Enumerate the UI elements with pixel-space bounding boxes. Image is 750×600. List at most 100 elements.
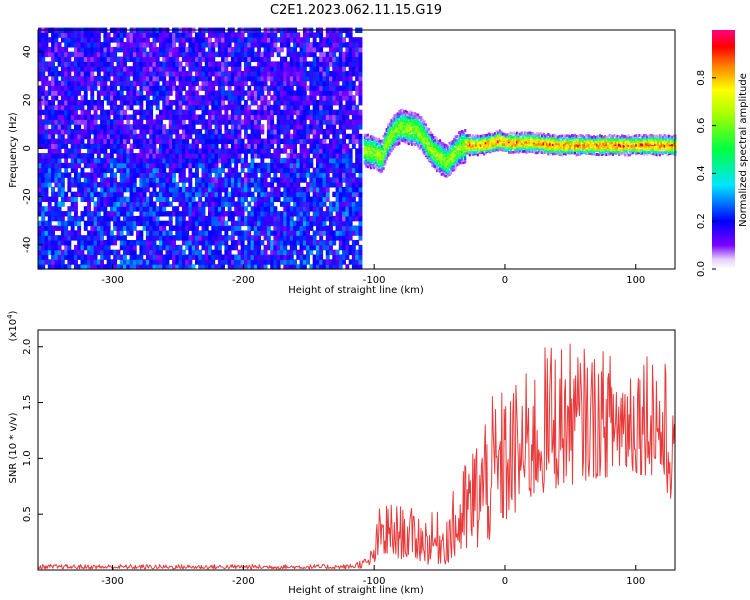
- spectrogram-cell: [136, 153, 140, 159]
- spectrogram-cell: [57, 259, 62, 265]
- spectrogram-cell: [51, 56, 55, 62]
- spectrogram-cell: [260, 85, 265, 91]
- spectrogram-cell: [391, 126, 395, 130]
- spectrogram-cell: [244, 133, 248, 140]
- spectrogram-cell: [302, 114, 307, 120]
- spectrogram-cell: [351, 259, 356, 265]
- spectrogram-cell: [306, 230, 310, 236]
- spectrogram-cell: [38, 206, 42, 212]
- spectrogram-cell: [358, 225, 363, 231]
- spectrogram-cell: [253, 109, 258, 116]
- spectrogram-cell: [168, 85, 173, 91]
- spectrogram-cell: [385, 154, 388, 158]
- spectrogram-cell: [348, 56, 353, 62]
- spectrogram-cell: [188, 51, 193, 58]
- spectrogram-cell: [64, 75, 69, 82]
- spectrogram-cell: [168, 71, 173, 77]
- spectrogram-cell: [132, 46, 137, 53]
- spectrogram-cell: [309, 143, 314, 149]
- spectrogram-cell: [335, 249, 340, 256]
- spectrogram-cell: [351, 143, 356, 149]
- spectrogram-cell: [217, 264, 222, 270]
- spectrogram-cell: [391, 137, 395, 140]
- spectrogram-cell: [54, 119, 59, 125]
- spectrogram-cell: [185, 75, 190, 82]
- spectrogram-cell: [80, 235, 85, 241]
- spectrogram-cell: [67, 119, 72, 125]
- spectrogram-cell: [280, 75, 284, 82]
- spectrogram-cell: [201, 177, 206, 183]
- spectrogram-cell: [175, 186, 180, 193]
- spectrogram-cell: [149, 90, 154, 96]
- spectrogram-cell: [379, 168, 382, 172]
- spectrogram-cell: [393, 132, 396, 136]
- spectrogram-cell: [175, 66, 180, 72]
- spectrogram-cell: [149, 61, 154, 67]
- spectrogram-cell: [80, 61, 85, 67]
- spectrogram-cell: [132, 191, 137, 198]
- spectrogram-cell: [145, 186, 150, 193]
- spectrogram-cell: [165, 56, 170, 62]
- spectrogram-cell: [342, 215, 346, 222]
- spectrogram-cell: [90, 244, 95, 251]
- spectrogram-cell: [204, 133, 209, 140]
- spectrogram-cell: [374, 137, 377, 141]
- spectrogram-cell: [54, 177, 59, 183]
- spectrogram-cell: [116, 157, 121, 164]
- spectrogram-cell: [263, 254, 268, 260]
- spectrogram-cell: [185, 264, 190, 270]
- spectrogram-cell: [319, 129, 324, 135]
- spectrogram-cell: [129, 32, 134, 38]
- spectrogram-cell: [87, 104, 91, 111]
- spectrogram-cell: [191, 129, 196, 135]
- spectrogram-cell: [348, 85, 353, 91]
- spectrogram-cell: [70, 167, 75, 173]
- spectrogram-cell: [276, 119, 281, 125]
- spectrogram-cell: [159, 264, 163, 270]
- spectrogram-cell: [374, 158, 377, 162]
- spectrogram-cell: [283, 240, 288, 246]
- spectrogram-cell: [283, 230, 288, 236]
- spectrogram-cell: [87, 191, 91, 198]
- spectrogram-cell: [306, 244, 310, 251]
- spectrogram-cell: [273, 90, 278, 96]
- spectrogram-cell: [390, 133, 393, 136]
- spectrogram-cell: [80, 80, 85, 87]
- spectrogram-cell: [198, 186, 203, 193]
- spectrogram-cell: [402, 139, 406, 142]
- spectrogram-cell: [406, 132, 409, 135]
- spectrogram-cell: [335, 119, 340, 125]
- spectrogram-cell: [316, 167, 320, 173]
- spectrogram-cell: [345, 71, 350, 77]
- spectrogram-cell: [60, 172, 65, 178]
- spectrogram-cell: [152, 225, 157, 231]
- spectrogram-cell: [293, 124, 297, 130]
- spectrogram-cell: [175, 71, 180, 77]
- spectrogram-cell: [273, 211, 278, 217]
- spectrogram-cell: [270, 211, 275, 217]
- spectrogram-cell: [395, 129, 398, 132]
- spectrogram-cell: [172, 61, 176, 67]
- spectrogram-cell: [132, 90, 137, 96]
- spectrogram-cell: [93, 186, 98, 193]
- spectrogram-cell: [74, 259, 78, 265]
- spectrogram-cell: [230, 191, 235, 198]
- spectrogram-cell: [399, 133, 402, 137]
- spectrogram-cell: [253, 51, 258, 58]
- spectrogram-cell: [263, 95, 268, 101]
- spectrogram-cell: [185, 90, 190, 96]
- spectrogram-cell: [96, 225, 101, 231]
- spectrogram-cell: [198, 129, 203, 135]
- spectrogram-cell: [201, 220, 206, 227]
- spectrogram-cell: [371, 158, 374, 161]
- spectrogram-cell: [195, 100, 199, 106]
- spectrogram-cell: [234, 85, 239, 91]
- spectrogram-cell: [149, 177, 154, 183]
- spectrogram-cell: [263, 244, 268, 251]
- spectrogram-cell: [384, 152, 387, 155]
- spectrogram-cell: [214, 37, 219, 43]
- spectrogram-cell: [234, 109, 239, 116]
- spectrogram-cell: [342, 172, 346, 178]
- spectrogram-cell: [404, 109, 407, 113]
- spectrogram-cell: [263, 259, 268, 265]
